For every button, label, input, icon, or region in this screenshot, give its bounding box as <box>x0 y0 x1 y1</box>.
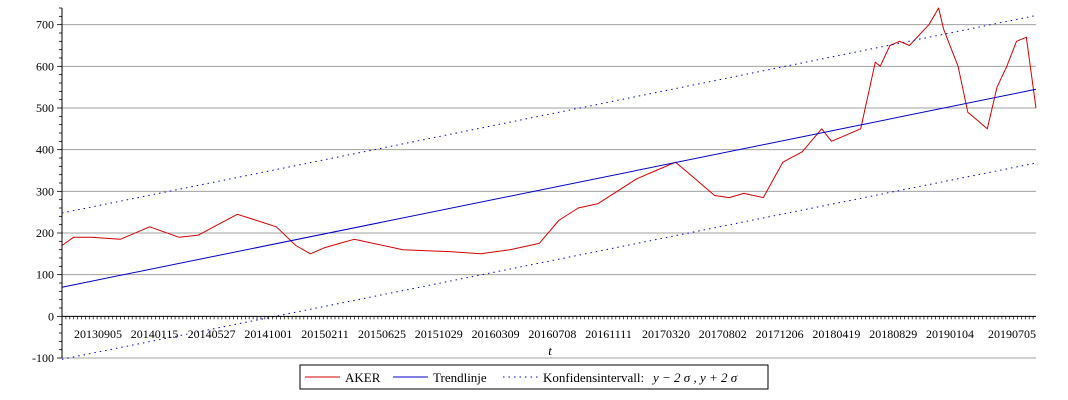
x-tick-label: 20160708 <box>528 327 576 341</box>
x-tick-label: 20130905 <box>74 327 122 341</box>
series-line-0 <box>61 7 1037 255</box>
x-tick-label: 20150211 <box>301 327 349 341</box>
x-tick-label: 20140115 <box>131 327 179 341</box>
x-tick-label: 20171206 <box>756 327 804 341</box>
y-tick-label: 0 <box>48 309 54 323</box>
x-tick-label: 20151029 <box>415 327 463 341</box>
x-axis-label: t <box>548 343 552 358</box>
x-tick-label: 20150625 <box>358 327 406 341</box>
y-tick-label: 400 <box>36 143 54 157</box>
series-line-1 <box>61 88 1037 288</box>
x-tick-label: 20180419 <box>812 327 860 341</box>
series-line-3 <box>61 162 1037 360</box>
y-tick-label: 600 <box>36 59 54 73</box>
x-tick-label: 20190104 <box>926 327 974 341</box>
y-tick-label: -100 <box>32 351 54 365</box>
x-tick-label: 20160309 <box>472 327 520 341</box>
y-tick-label: 700 <box>36 18 54 32</box>
x-tick-label: 20170320 <box>642 327 690 341</box>
y-tick-labels: -100 0 100 200 300 400 500 600 700 <box>32 18 54 365</box>
series-line-2 <box>61 15 1037 214</box>
x-tick-label: 20170802 <box>699 327 747 341</box>
y-tick-label: 200 <box>36 226 54 240</box>
legend-label-confidence: Konfidensintervall: <box>543 370 644 385</box>
x-tick-labels: 20130905 20140115 20140527 20141001 20150211… <box>74 327 1036 341</box>
axes <box>57 7 1036 359</box>
x-tick-label: 20190705 <box>988 327 1036 341</box>
legend-math-confidence: y − 2 σ , y + 2 σ <box>651 370 738 385</box>
y-tick-label: 500 <box>36 101 54 115</box>
x-tick-label: 20161111 <box>585 327 632 341</box>
y-tick-label: 300 <box>36 184 54 198</box>
series-lines <box>61 7 1037 360</box>
legend-label-trend: Trendlinje <box>433 370 487 385</box>
y-tick-label: 100 <box>36 268 54 282</box>
x-tick-label: 20141001 <box>244 327 292 341</box>
gridlines <box>62 24 1036 359</box>
x-tick-label: 20140527 <box>188 327 236 341</box>
legend: AKER Trendlinje Konfidensintervall: y − 2 σ… <box>299 364 769 390</box>
x-tick-label: 20180829 <box>869 327 917 341</box>
legend-label-aker: AKER <box>345 370 381 385</box>
legend-box <box>299 364 769 390</box>
